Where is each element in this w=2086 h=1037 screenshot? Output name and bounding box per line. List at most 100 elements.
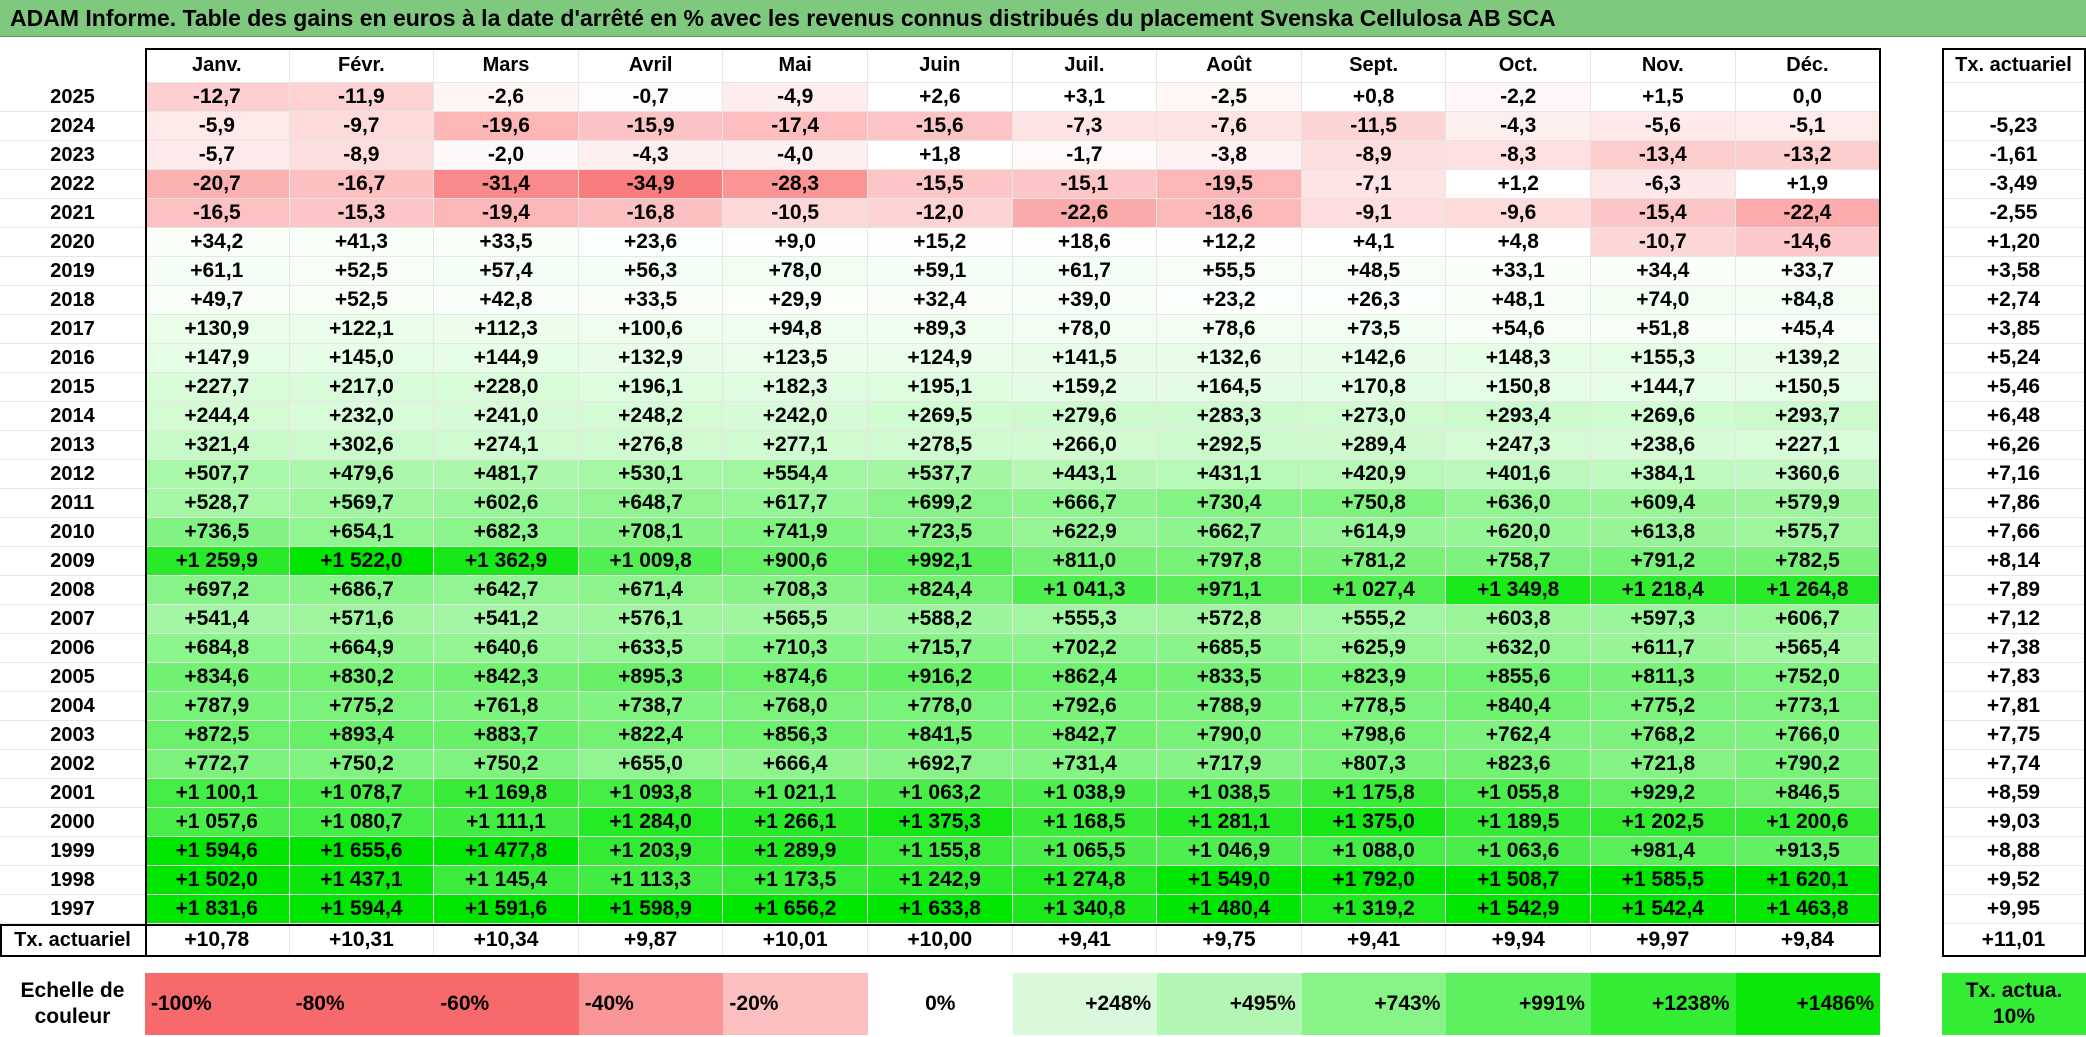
table-cell: +321,4 [145, 431, 290, 460]
table-cell: +1 264,8 [1735, 576, 1881, 605]
table-cell: -9,1 [1301, 199, 1447, 228]
table-cell: +736,5 [145, 518, 290, 547]
table-cell: +613,8 [1591, 518, 1736, 547]
table-cell: +1 508,7 [1446, 866, 1591, 895]
table-cell: +52,5 [289, 257, 435, 286]
annual-rate-cell: +7,86 [1942, 489, 2086, 518]
table-cell: -15,1 [1012, 170, 1158, 199]
table-cell: +971,1 [1157, 576, 1302, 605]
table-cell: +1 284,0 [578, 808, 724, 837]
table-cell: +141,5 [1012, 344, 1158, 373]
month-header: Janv. [145, 48, 290, 83]
table-cell: -15,9 [578, 112, 724, 141]
table-cell: +671,4 [578, 576, 724, 605]
table-cell: +228,0 [434, 373, 579, 402]
annual-rate-cell: +8,88 [1942, 837, 2086, 866]
table-cell: +1 281,1 [1157, 808, 1302, 837]
table-cell: +1 202,5 [1591, 808, 1736, 837]
table-cell: +807,3 [1301, 750, 1447, 779]
table-cell: -15,4 [1591, 199, 1736, 228]
year-label: 2009 [0, 547, 145, 576]
month-header: Avril [578, 48, 724, 83]
table-cell: +893,4 [289, 721, 435, 750]
table-cell: +4,1 [1301, 228, 1447, 257]
year-label: 2002 [0, 750, 145, 779]
table-cell: +1 620,1 [1735, 866, 1881, 895]
table-cell: +33,7 [1735, 257, 1881, 286]
month-header: Févr. [289, 48, 435, 83]
month-header: Déc. [1735, 48, 1881, 83]
table-cell: -10,5 [723, 199, 868, 228]
annual-rate-cell: +7,66 [1942, 518, 2086, 547]
annual-rate-cell: +6,26 [1942, 431, 2086, 460]
footer-rate-cell: +10,31 [289, 924, 435, 957]
year-label: 2020 [0, 228, 145, 257]
table-cell: -19,5 [1157, 170, 1302, 199]
table-cell: +822,4 [578, 721, 724, 750]
table-cell: -9,6 [1446, 199, 1591, 228]
table-cell: +625,9 [1301, 634, 1447, 663]
table-cell: +78,0 [1012, 315, 1158, 344]
table-cell: +715,7 [868, 634, 1013, 663]
table-cell: +788,9 [1157, 692, 1302, 721]
table-cell: +699,2 [868, 489, 1013, 518]
table-cell: +269,6 [1591, 402, 1736, 431]
table-cell: +54,6 [1446, 315, 1591, 344]
table-cell: +227,1 [1735, 431, 1881, 460]
footer-rate-cell: +10,34 [434, 924, 579, 957]
table-cell: -16,7 [289, 170, 435, 199]
table-cell: -13,2 [1735, 141, 1881, 170]
table-cell: +622,9 [1012, 518, 1158, 547]
table-cell: +1 477,8 [434, 837, 579, 866]
table-cell: -22,4 [1735, 199, 1881, 228]
table-cell: +1 633,8 [868, 895, 1013, 924]
table-cell: +59,1 [868, 257, 1013, 286]
table-cell: -7,1 [1301, 170, 1447, 199]
table-cell: +565,5 [723, 605, 868, 634]
table-cell: +1 093,8 [578, 779, 724, 808]
table-cell: +565,4 [1735, 634, 1881, 663]
table-cell: +1 463,8 [1735, 895, 1881, 924]
table-cell: +791,2 [1591, 547, 1736, 576]
rate-scale-box: Tx. actua. 10% [1942, 973, 2086, 1035]
table-cell: +842,3 [434, 663, 579, 692]
table-cell: +132,6 [1157, 344, 1302, 373]
table-cell: +778,0 [868, 692, 1013, 721]
table-cell: -12,0 [868, 199, 1013, 228]
table-cell: +708,3 [723, 576, 868, 605]
table-cell: +731,4 [1012, 750, 1158, 779]
table-cell: +1 266,1 [723, 808, 868, 837]
table-cell: +292,5 [1157, 431, 1302, 460]
table-cell: +528,7 [145, 489, 290, 518]
table-cell: +1,9 [1735, 170, 1881, 199]
table-cell: +431,1 [1157, 460, 1302, 489]
color-scale-swatch: +991% [1446, 973, 1591, 1035]
table-cell: +1 542,4 [1591, 895, 1736, 924]
table-cell: +790,2 [1735, 750, 1881, 779]
year-label: 2015 [0, 373, 145, 402]
table-cell: +620,0 [1446, 518, 1591, 547]
table-cell: +274,1 [434, 431, 579, 460]
table-cell: +555,3 [1012, 605, 1158, 634]
table-cell: +633,5 [578, 634, 724, 663]
annual-rate-cell: +3,85 [1942, 315, 2086, 344]
table-cell: +142,6 [1301, 344, 1447, 373]
table-cell: +1 591,6 [434, 895, 579, 924]
table-cell: -0,7 [578, 83, 724, 112]
table-cell: +929,2 [1591, 779, 1736, 808]
annual-rate-cell: +7,16 [1942, 460, 2086, 489]
page-title: ADAM Informe. Table des gains en euros à… [0, 0, 2086, 37]
color-scale-label: Echelle de couleur [20, 979, 125, 1028]
table-cell: -17,4 [723, 112, 868, 141]
footer-rate-cell: +10,01 [723, 924, 868, 957]
table-cell: +100,6 [578, 315, 724, 344]
table-cell: +632,0 [1446, 634, 1591, 663]
table-cell: +768,0 [723, 692, 868, 721]
table-cell: -8,9 [1301, 141, 1447, 170]
table-cell: -5,9 [145, 112, 290, 141]
table-cell: +702,2 [1012, 634, 1158, 663]
table-cell: -5,7 [145, 141, 290, 170]
year-label: 2024 [0, 112, 145, 141]
table-cell: +1 063,2 [868, 779, 1013, 808]
table-cell: -11,9 [289, 83, 435, 112]
